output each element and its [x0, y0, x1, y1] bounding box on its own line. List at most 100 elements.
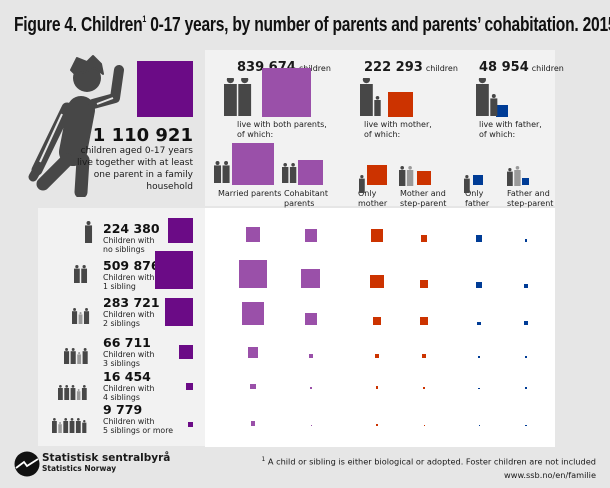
group-square — [388, 91, 414, 117]
sibling-row-0: 224 380 Children with no siblings — [103, 221, 160, 254]
description-line: household — [146, 182, 193, 192]
label-line: mother — [358, 198, 388, 208]
only-father-label: Only father — [465, 189, 489, 208]
label-line: live with mother, — [364, 120, 432, 129]
label-line: of which: — [479, 129, 516, 139]
sibling-row-1: 509 876 Children with 1 sibling — [103, 258, 160, 291]
matrix-square — [305, 313, 317, 325]
label-line: Mother and — [400, 189, 446, 198]
title-text: Figure 4. Children — [14, 14, 143, 36]
cohabitant-parents-label: Cohabitant parents — [284, 189, 328, 208]
sibling-square — [187, 421, 193, 427]
matrix-square — [477, 321, 481, 325]
subgroup-square — [232, 143, 274, 185]
figure-title: Figure 4. Children1 0-17 years, by numbe… — [14, 14, 610, 37]
matrix-square — [476, 282, 482, 288]
matrix-square — [250, 383, 256, 389]
father-header: 48 954 children — [479, 56, 564, 75]
mother-with-child-icon — [360, 78, 381, 116]
five-children-icon — [58, 385, 87, 400]
total-children-square — [136, 61, 193, 118]
sibling-row-2: 283 721 Children with 2 siblings — [103, 295, 160, 328]
sibling-count: 66 711 — [103, 335, 151, 350]
mother-step-parent-label: Mother and step-parent — [400, 189, 446, 208]
matrix-square — [310, 387, 312, 389]
footnote-text: A child or sibling is either biological … — [267, 456, 596, 467]
matrix-square — [419, 279, 429, 288]
label-line: Only — [465, 189, 484, 198]
label-line: 5 siblings or more — [103, 426, 174, 435]
matrix-square — [373, 317, 381, 325]
matrix-panel — [205, 208, 555, 447]
group-unit: children — [531, 64, 564, 73]
subgroup-square — [298, 159, 324, 185]
matrix-square — [245, 227, 261, 242]
sibling-square — [179, 345, 193, 359]
matrix-square — [420, 317, 428, 325]
matrix-square — [370, 274, 384, 288]
only-father-icon — [464, 175, 470, 193]
matrix-square — [374, 353, 380, 358]
parents-with-baby-icon — [224, 78, 252, 116]
matrix-square — [301, 268, 321, 288]
matrix-square — [304, 229, 318, 242]
only-mother-label: Only mother — [358, 189, 387, 208]
description-line: live together with at least — [77, 158, 193, 168]
label-line: 3 siblings — [103, 359, 140, 368]
matrix-square — [421, 353, 427, 358]
only-mother-icon — [359, 175, 365, 193]
father-step-parent-label: Father and step-parent — [507, 189, 553, 208]
label-line: parents — [284, 198, 315, 208]
matrix-square — [420, 235, 428, 242]
title-text-rest: 0-17 years, by number of parents and par… — [146, 14, 610, 36]
matrix-square — [423, 425, 425, 426]
sibling-square — [164, 297, 193, 326]
group-square — [262, 68, 311, 117]
matrix-square — [241, 302, 265, 325]
total-children-description: children aged 0-17 years live together w… — [77, 145, 193, 193]
sibling-square — [155, 251, 193, 289]
sibling-count: 224 380 — [103, 221, 160, 236]
description-line: children aged 0-17 years — [80, 146, 193, 156]
sibling-count: 283 721 — [103, 295, 160, 310]
source-link[interactable]: www.ssb.no/en/familie — [504, 469, 596, 480]
logo-name: Statistisk sentralbyrå — [42, 452, 171, 464]
mother-step-parent-icon — [399, 166, 414, 186]
footnote: 1 A child or sibling is either biologica… — [261, 453, 596, 482]
matrix-square — [524, 355, 528, 358]
mother-label: live with mother, of which: — [364, 120, 432, 139]
label-line: 4 siblings — [103, 393, 140, 402]
footnote-marker: 1 — [142, 14, 147, 24]
married-parents-label: Married parents — [218, 189, 281, 199]
matrix-square — [370, 229, 384, 242]
three-children-icon — [72, 308, 90, 324]
sibling-count: 16 454 — [103, 369, 151, 384]
married-couple-icon — [214, 161, 230, 183]
father-with-child-icon — [476, 78, 498, 116]
matrix-square — [478, 425, 480, 426]
subgroup-square — [417, 170, 432, 185]
matrix-square — [423, 387, 425, 389]
label-line: step-parent — [400, 198, 447, 208]
matrix-square — [478, 387, 480, 389]
matrix-square — [310, 425, 312, 426]
matrix-square — [375, 386, 379, 389]
group-square — [496, 105, 508, 117]
label-line: no siblings — [103, 245, 145, 254]
footnote-marker: 1 — [261, 456, 266, 463]
sibling-count: 509 876 — [103, 258, 160, 273]
sibling-row-5: 9 779 Children with 5 siblings or more — [103, 402, 173, 435]
cohabitant-couple-icon — [282, 163, 297, 183]
six-children-icon — [52, 418, 87, 433]
group-count: 222 293 — [364, 60, 423, 75]
ssb-logo-icon — [14, 451, 40, 477]
one-child-icon — [85, 221, 93, 243]
label-line: Children with — [103, 273, 155, 282]
two-children-icon — [74, 265, 88, 283]
label-line: Cohabitant — [284, 189, 328, 198]
label-line: Children with — [103, 236, 155, 245]
label-line: Father and — [507, 189, 550, 198]
sibling-count: 9 779 — [103, 402, 143, 417]
sibling-square — [186, 383, 193, 390]
siblings-panel — [38, 208, 205, 446]
